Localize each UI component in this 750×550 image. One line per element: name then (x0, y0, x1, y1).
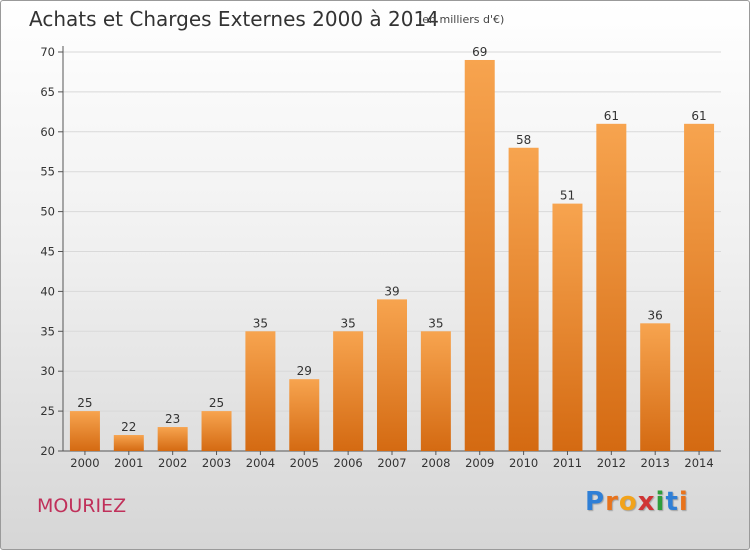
bar-value-label: 25 (77, 396, 92, 410)
y-tick-label: 60 (40, 125, 55, 139)
y-tick-label: 50 (40, 205, 55, 219)
bar (420, 331, 451, 451)
bar (552, 203, 583, 451)
bar-value-label: 23 (165, 412, 180, 426)
x-tick-label: 2005 (290, 456, 319, 470)
bars (69, 59, 715, 451)
bar-value-label: 69 (472, 45, 487, 59)
x-tick-label: 2012 (597, 456, 626, 470)
logo-letter: x (637, 487, 656, 517)
bar-value-label: 35 (340, 316, 355, 330)
bar-value-label: 58 (516, 133, 531, 147)
bar (596, 123, 627, 451)
bar-value-label: 25 (209, 396, 224, 410)
y-tick-label: 25 (40, 404, 55, 418)
bar-value-label: 29 (297, 364, 312, 378)
x-tick-label: 2003 (202, 456, 231, 470)
bar (289, 379, 320, 451)
logo-letter: r (605, 487, 619, 517)
logo-letter: P (585, 487, 606, 517)
y-tick-label: 65 (40, 85, 55, 99)
x-tick-label: 2013 (641, 456, 670, 470)
logo-letter: i (678, 487, 689, 517)
x-tick-label: 2004 (246, 456, 275, 470)
bar (684, 123, 715, 451)
y-tick-label: 35 (40, 324, 55, 338)
commune-name: MOURIEZ (37, 495, 127, 517)
bar (464, 59, 495, 451)
x-tick-label: 2014 (684, 456, 713, 470)
bar-value-label: 36 (648, 308, 663, 322)
logo-letter: i (655, 487, 666, 517)
y-tick-label: 45 (40, 245, 55, 259)
y-tick-label: 55 (40, 165, 55, 179)
logo-letter: o (618, 487, 638, 517)
chart-unit: (en milliers d'€) (418, 13, 505, 26)
x-tick-label: 2011 (553, 456, 582, 470)
x-tick-label: 2010 (509, 456, 538, 470)
logo-letter: t (665, 487, 679, 517)
bar (157, 427, 188, 451)
y-tick-label: 70 (40, 45, 55, 59)
x-tick-label: 2006 (333, 456, 362, 470)
bar (201, 411, 232, 451)
bar (640, 323, 671, 451)
bar (69, 411, 100, 451)
bar-value-label: 35 (428, 316, 443, 330)
proxiti-logo: Proxiti (585, 487, 689, 517)
bar (333, 331, 364, 451)
x-tick-label: 2007 (377, 456, 406, 470)
bar (113, 435, 144, 451)
bar-value-label: 35 (253, 316, 268, 330)
labels: 20 25 30 35 40 45 50 55 60 65 70 25 2000 22 2001 23 2002… (40, 45, 713, 470)
bar (508, 147, 539, 451)
y-tick-label: 20 (40, 444, 55, 458)
bar-value-label: 22 (121, 420, 136, 434)
x-tick-label: 2009 (465, 456, 494, 470)
bar-value-label: 39 (384, 284, 399, 298)
bar-value-label: 61 (604, 109, 619, 123)
x-tick-label: 2002 (158, 456, 187, 470)
chart-title: Achats et Charges Externes 2000 à 2014 (29, 7, 439, 31)
bar-value-label: 51 (560, 189, 575, 203)
y-tick-label: 40 (40, 284, 55, 298)
bar-value-label: 61 (691, 109, 706, 123)
y-tick-label: 30 (40, 364, 55, 378)
bar (245, 331, 276, 451)
x-tick-label: 2001 (114, 456, 143, 470)
x-tick-label: 2008 (421, 456, 450, 470)
x-tick-label: 2000 (70, 456, 99, 470)
bar (377, 299, 407, 451)
